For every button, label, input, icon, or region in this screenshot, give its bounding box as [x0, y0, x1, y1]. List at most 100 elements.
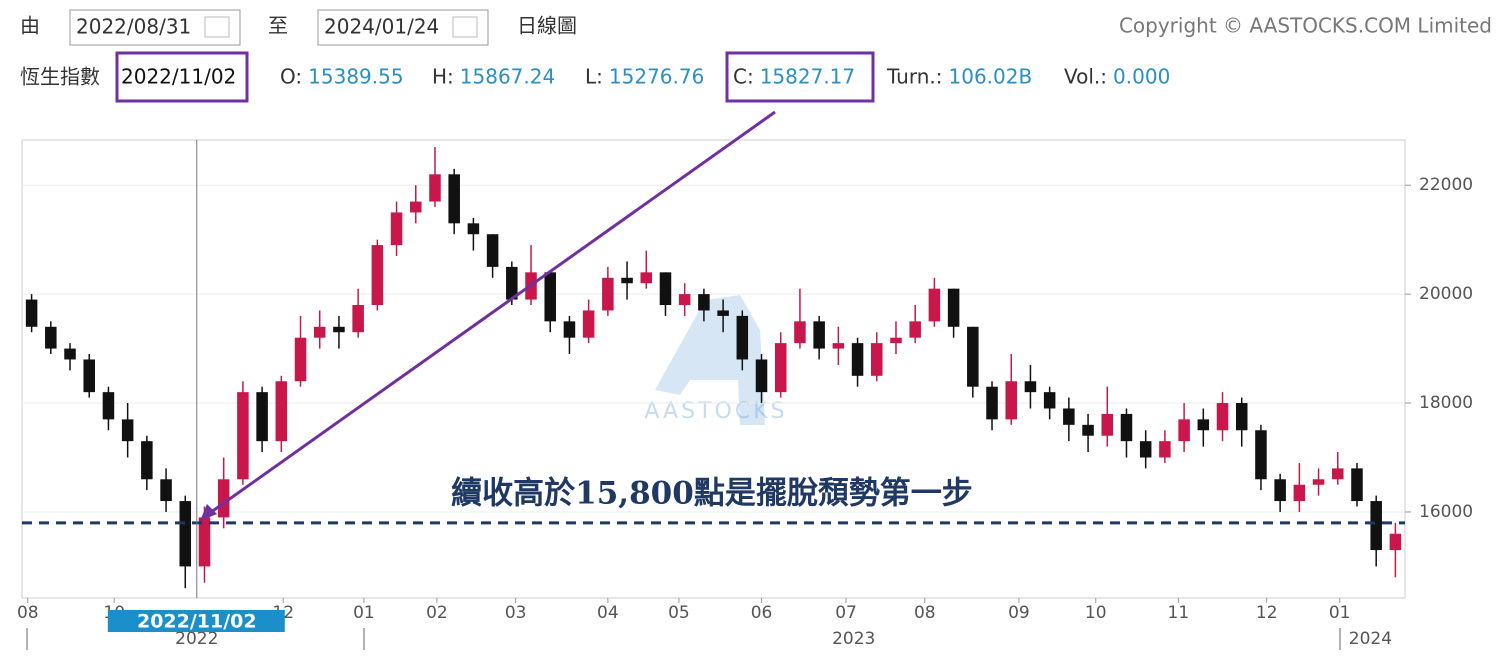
chart-kind[interactable]: 日線圖: [517, 14, 577, 38]
candle-body: [1235, 403, 1248, 431]
candle-body: [832, 343, 845, 349]
y-tick-label: 16000: [1419, 502, 1473, 522]
field-label: Vol.:: [1064, 65, 1107, 89]
candle-body: [621, 277, 633, 284]
candle-body: [256, 392, 268, 442]
x-tick-label: 11: [1168, 603, 1190, 623]
field-label: Turn.:: [886, 65, 943, 89]
candle-body: [1216, 403, 1229, 431]
candle-body: [1370, 501, 1382, 551]
candle-body: [102, 392, 115, 420]
candle-body: [333, 326, 345, 333]
candle-body: [851, 343, 864, 376]
x-tick-label: 09: [1008, 603, 1030, 623]
candle-body: [774, 343, 787, 393]
candle-body: [237, 392, 249, 480]
field-value: 15827.17: [760, 65, 855, 89]
candle-body: [1043, 392, 1056, 409]
candle-body: [947, 288, 960, 327]
candle-body: [429, 174, 441, 202]
candle-body: [755, 359, 768, 393]
x-tick-label: 08: [914, 603, 936, 623]
candle-body: [1351, 468, 1363, 502]
field-label: H:: [432, 65, 454, 89]
candle-body: [1101, 413, 1114, 436]
candle-body: [1024, 381, 1037, 393]
candle-body: [352, 305, 364, 333]
x-tick-label: 05: [668, 603, 690, 623]
candle-body: [1293, 484, 1306, 502]
to-input[interactable]: [317, 9, 489, 46]
field-value: 106.02B: [949, 65, 1033, 89]
candle-body: [1274, 479, 1286, 502]
candle-body: [275, 381, 288, 442]
quote-fields: O: 15389.55 H: 15867.24 L: 15276.76 C: 15827.17…: [280, 65, 1170, 89]
candle-body: [986, 386, 998, 420]
candle-body: [544, 272, 556, 322]
candle-body: [602, 277, 614, 311]
candle-body: [928, 288, 941, 322]
candle-body: [582, 310, 595, 338]
y-tick-label: 22000: [1419, 175, 1473, 195]
candle-body: [1332, 468, 1344, 480]
candle-body: [1005, 381, 1017, 420]
candle-body: [659, 272, 672, 306]
candle-body: [813, 321, 825, 349]
candle-body: [640, 272, 653, 284]
x-tick-label: 07: [835, 603, 857, 623]
x-tick-label: 01: [1329, 603, 1351, 623]
arrow-head: [200, 504, 217, 521]
candle-body: [678, 294, 691, 306]
candle-body: [390, 212, 403, 246]
x-tick-label: 02: [426, 603, 448, 623]
candle-body: [179, 501, 192, 567]
candle-body: [217, 479, 230, 518]
candle-body: [890, 337, 902, 344]
candle-body: [160, 479, 172, 502]
candle-body: [1178, 419, 1190, 442]
candle-body: [1255, 430, 1267, 480]
candle-body: [121, 419, 134, 442]
candle-body: [717, 310, 729, 316]
candle-body: [1082, 424, 1094, 436]
calendar-icon[interactable]: [204, 16, 230, 38]
candle-body: [1139, 441, 1152, 458]
plot: 16000 18000 20000 22000 08 10 12 01 02 03 04 05 06 07…: [17, 140, 1473, 649]
candle-body: [1312, 479, 1325, 485]
y-tick-label: 20000: [1419, 284, 1473, 304]
candle-body: [698, 294, 710, 311]
x-tick-label: 01: [353, 603, 375, 623]
annotation: 續收高於15,800點是擺脫頹勢第一步: [451, 476, 973, 512]
to-date[interactable]: 2024/01/24: [324, 15, 439, 39]
candle-body: [1063, 408, 1075, 425]
calendar-icon[interactable]: [452, 16, 478, 38]
candle-body: [486, 234, 499, 267]
year-label: 2024: [1349, 629, 1392, 649]
candle-body: [1159, 441, 1171, 458]
field-value: 0.000: [1113, 65, 1170, 89]
candle-body: [83, 359, 95, 393]
candle-body: [736, 315, 749, 360]
x-tick-label: 04: [597, 603, 619, 623]
crosshair-label: 2022/11/02: [137, 611, 257, 633]
candle-body: [1197, 419, 1210, 431]
candle-body: [467, 223, 480, 235]
candle-body: [871, 343, 883, 376]
x-tick-label: 10: [1085, 603, 1107, 623]
from-date[interactable]: 2022/08/31: [76, 15, 191, 39]
candle-body: [506, 266, 518, 300]
candle-body: [448, 174, 460, 224]
candle-body: [1389, 533, 1402, 551]
field-label: C:: [733, 65, 754, 89]
from-input[interactable]: [69, 9, 241, 46]
x-tick-label: 12: [1256, 603, 1278, 623]
candle-body: [141, 441, 153, 480]
candle-body: [563, 321, 576, 338]
candle-body: [909, 321, 921, 338]
quote-date: 2022/11/02: [121, 65, 236, 89]
field-value: 15276.76: [609, 65, 704, 89]
index-name: 恆生指數: [20, 65, 100, 89]
x-tick-label: 06: [751, 603, 773, 623]
highlight-box: [725, 51, 875, 103]
from-label: 由: [20, 14, 40, 38]
